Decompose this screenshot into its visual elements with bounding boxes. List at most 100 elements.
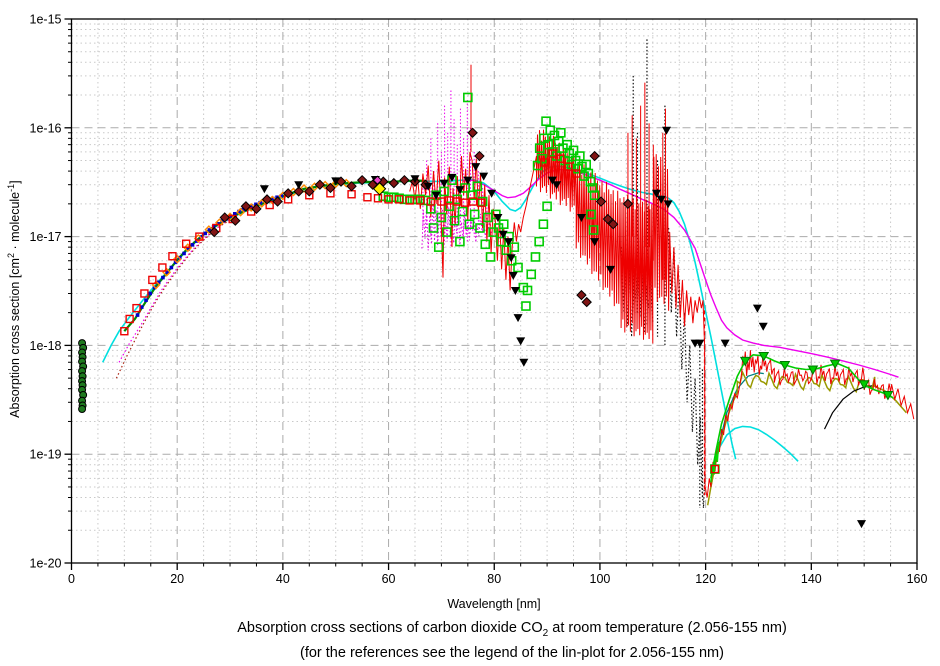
black-triangles-marker — [294, 181, 304, 190]
blue-squares-marker — [211, 225, 216, 229]
black-triangles-marker — [720, 339, 730, 348]
series-darkgreen-circles — [78, 339, 88, 414]
green-open-squares-marker — [542, 201, 552, 212]
maroon-diamonds-marker — [607, 218, 619, 230]
y-tick-label: 1e-19 — [30, 448, 62, 462]
blue-squares-marker — [249, 204, 254, 208]
black-triangles-marker — [479, 172, 489, 181]
y-axis-label-sup-minus1: -1 — [5, 183, 16, 192]
green-open-squares-marker — [541, 116, 551, 126]
magenta-osc-band-path — [421, 203, 493, 251]
green-open-squares-marker — [562, 139, 572, 150]
maroon-diamonds-marker — [622, 198, 634, 210]
series-red-spectrum — [409, 129, 915, 498]
red-open-squares-marker — [168, 252, 177, 261]
green-open-squares-marker — [568, 145, 579, 156]
maroon-diamonds-marker — [208, 226, 220, 238]
black-triangles-marker — [439, 179, 449, 188]
series-black-arc — [823, 385, 873, 430]
black-triangles-marker — [259, 185, 269, 194]
red-open-squares-marker — [437, 197, 446, 206]
blue-squares-marker — [148, 291, 153, 296]
black-triangles-marker — [663, 200, 673, 209]
maroon-diamonds-marker — [602, 213, 614, 225]
red-open-squares-marker — [394, 195, 404, 204]
green-open-squares-marker — [428, 223, 439, 233]
y-axis-label-text: Absorption cross section [cm — [8, 258, 23, 418]
black-triangles-marker — [471, 163, 481, 172]
x-tick-label: 40 — [276, 572, 290, 586]
maroon-diamonds-marker — [581, 296, 592, 308]
blue-squares-marker — [139, 305, 144, 309]
series-maroon-diamonds — [208, 127, 634, 308]
series-layer — [78, 39, 915, 529]
absorption-chart-svg: 0 20 40 60 80 100 120 140 160 1e-15 1e-16 1e-17 1e-1… — [30, 13, 928, 587]
red-open-squares-marker — [426, 197, 436, 206]
orange-diamonds-marker — [204, 225, 214, 235]
darkred-dotted-rise-path — [115, 200, 276, 379]
green-open-squares-marker — [410, 194, 420, 205]
green-open-squares-marker — [389, 192, 399, 203]
chart-title-subscript: 2 — [542, 627, 549, 639]
y-axis-label-mid: · molecule — [8, 191, 23, 253]
green-open-squares-marker — [480, 239, 491, 250]
maroon-diamonds-marker — [272, 196, 283, 207]
green-open-squares-marker — [475, 223, 485, 233]
red-open-squares-marker — [405, 196, 414, 205]
maroon-diamonds-marker — [293, 186, 304, 197]
x-tick-label: 60 — [382, 572, 396, 586]
green-open-squares-marker — [530, 252, 541, 262]
series-orange-diamonds — [151, 178, 351, 290]
green-open-squares-marker — [581, 159, 591, 170]
green-open-squares-marker — [509, 242, 520, 252]
red-open-squares-marker — [453, 197, 462, 206]
darkgreen-circles-marker — [78, 405, 87, 414]
green-open-squares-marker — [467, 190, 477, 201]
black-triangles-marker — [752, 304, 762, 313]
series-blue-squares — [135, 194, 284, 317]
black-triangles-marker — [857, 520, 867, 529]
blue-squares-marker — [173, 260, 178, 265]
x-tick-label: 120 — [695, 572, 716, 586]
blue-squares-marker — [232, 212, 237, 216]
black-triangles-marker — [410, 175, 420, 184]
black-triangles-marker — [487, 189, 497, 198]
green-open-squares-marker — [449, 215, 460, 226]
green-open-squares-marker — [586, 209, 596, 220]
red-open-squares-marker — [416, 196, 425, 205]
green-open-squares-marker — [469, 209, 480, 220]
x-tick-label: 20 — [170, 572, 184, 586]
blue-squares-marker — [241, 207, 246, 212]
black-triangles-marker — [590, 238, 600, 247]
black-triangles-marker — [510, 286, 520, 295]
chart-title-text: Absorption cross sections of carbon diox… — [237, 620, 543, 636]
blue-squares-marker — [186, 247, 191, 251]
chart-title: Absorption cross sections of carbon diox… — [92, 620, 932, 639]
olive-line-path — [706, 370, 907, 506]
blue-squares-marker — [203, 231, 207, 236]
red-open-squares-marker — [148, 275, 157, 285]
series-green-open-squares — [378, 92, 720, 474]
black-triangles-marker — [463, 176, 473, 185]
green-open-squares-marker — [522, 285, 533, 296]
grid — [71, 19, 917, 563]
green-open-squares-marker — [485, 252, 496, 262]
series-cyan-bump — [718, 425, 799, 462]
black-triangles-marker — [331, 177, 341, 186]
series-black-dotted-descent — [668, 227, 706, 509]
series-green-triangle-line — [710, 353, 894, 479]
red-open-squares-marker — [460, 198, 470, 207]
black-triangles-marker — [656, 195, 666, 204]
green-open-squares-marker — [472, 181, 483, 192]
black-triangles-marker — [662, 126, 672, 135]
green-open-squares-marker — [538, 219, 549, 230]
x-tick-label: 140 — [801, 572, 822, 586]
black-triangles-marker — [519, 358, 529, 367]
magenta-dotted-rise-path — [118, 190, 299, 363]
y-tick-label: 1e-20 — [30, 557, 62, 571]
green-triangles-marker — [779, 361, 791, 371]
red-open-squares-marker — [556, 154, 565, 163]
orange-diamonds-marker — [257, 198, 267, 208]
blue-squares-marker — [144, 298, 148, 303]
y-axis-label: Absorption cross section [cm2 · molecule… — [6, 89, 22, 509]
